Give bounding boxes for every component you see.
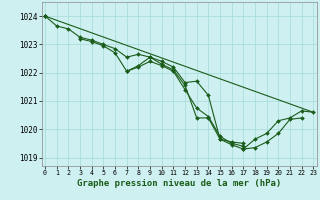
X-axis label: Graphe pression niveau de la mer (hPa): Graphe pression niveau de la mer (hPa) xyxy=(77,179,281,188)
